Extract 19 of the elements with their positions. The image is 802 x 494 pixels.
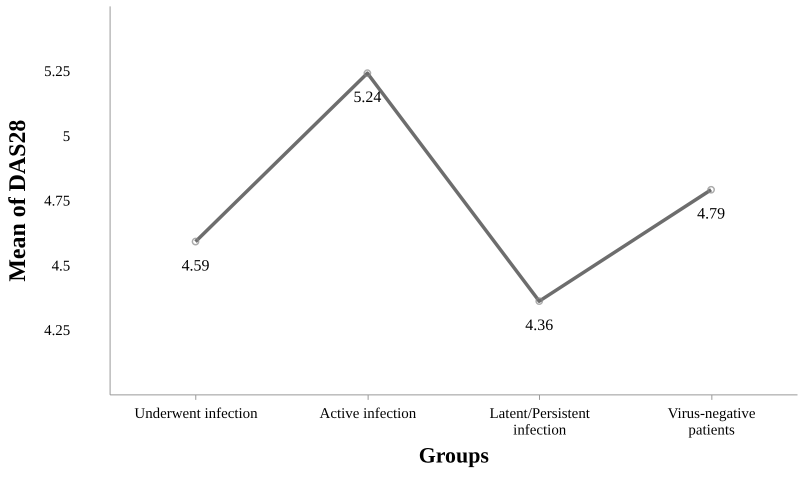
y-tick-label: 5.25 <box>44 64 70 80</box>
x-tick-label: Active infection <box>320 406 417 422</box>
data-label: 4.36 <box>525 317 554 334</box>
y-tick-label: 5 <box>62 128 70 145</box>
y-tick-label: 4.25 <box>44 323 70 340</box>
point <box>363 69 372 78</box>
x-tick-label: Latent/Persistent infection <box>490 406 591 439</box>
x-axis-title: Groups <box>418 442 489 468</box>
x-tick-label: Underwent infection <box>134 406 258 422</box>
point <box>535 297 544 306</box>
point <box>707 186 715 194</box>
data-label: 4.59 <box>182 257 210 274</box>
y-tick-label: 4.5 <box>52 258 70 274</box>
point <box>192 238 200 246</box>
x-tick-label: Virus-negative patients <box>668 406 756 439</box>
y-axis-title: Mean of DAS28 <box>5 120 32 282</box>
y-tick-label: 4.75 <box>44 194 70 210</box>
data-label: 5.24 <box>353 89 382 106</box>
data-label: 4.79 <box>697 206 726 223</box>
